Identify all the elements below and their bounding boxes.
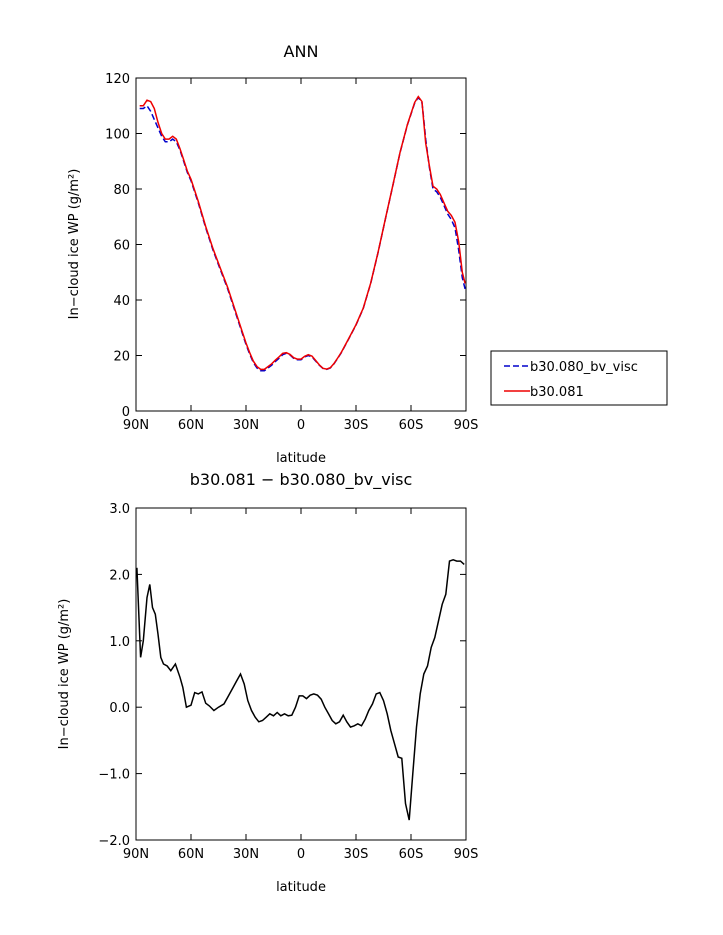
y-tick-label: −1.0 xyxy=(98,768,130,783)
x-tick-label: 60N xyxy=(178,418,204,433)
x-tick-label: 60S xyxy=(399,418,424,433)
y-tick-label: −2.0 xyxy=(98,834,130,849)
series-line-1 xyxy=(139,95,466,371)
x-tick-label: 30S xyxy=(344,418,369,433)
plot-frame xyxy=(135,507,467,841)
x-tick-label: 30N xyxy=(233,418,259,433)
x-tick-label: 30N xyxy=(233,847,259,862)
series-line-0 xyxy=(139,96,466,372)
x-tick-label: 0 xyxy=(297,418,305,433)
y-tick-label: 60 xyxy=(113,239,130,254)
panel-title: ANN xyxy=(284,42,319,61)
y-tick-label: 20 xyxy=(113,350,130,365)
x-tick-label: 90N xyxy=(123,418,149,433)
y-tick-label: 100 xyxy=(105,128,130,143)
x-axis-label: latitude xyxy=(276,880,326,895)
y-tick-label: 3.0 xyxy=(109,502,130,517)
x-tick-label: 90N xyxy=(123,847,149,862)
y-axis-label: In−cloud ice WP (g/m²) xyxy=(57,599,72,750)
legend-label-b30-081: b30.081 xyxy=(530,385,584,400)
y-tick-label: 120 xyxy=(105,72,130,87)
y-tick-label: 1.0 xyxy=(109,635,130,650)
y-tick-label: 0 xyxy=(122,405,130,420)
legend-label-b30-080: b30.080_bv_visc xyxy=(530,360,638,375)
x-tick-label: 90S xyxy=(454,847,479,862)
x-axis-label: latitude xyxy=(276,451,326,466)
y-tick-label: 2.0 xyxy=(109,568,130,583)
x-tick-label: 60S xyxy=(399,847,424,862)
x-tick-label: 60N xyxy=(178,847,204,862)
y-axis-label: In−cloud ice WP (g/m²) xyxy=(67,169,82,320)
panel-title: b30.081 − b30.080_bv_visc xyxy=(190,470,413,490)
series-line-0 xyxy=(136,559,465,821)
plot-frame xyxy=(135,77,467,412)
x-tick-label: 90S xyxy=(454,418,479,433)
y-tick-label: 80 xyxy=(113,183,130,198)
legend: b30.080_bv_visc b30.081 xyxy=(490,350,668,406)
x-tick-label: 30S xyxy=(344,847,369,862)
difference-panel: b30.081 − b30.080_bv_visc −2.0 −1.0 0.0 1.0… xyxy=(57,470,478,895)
y-tick-label: 0.0 xyxy=(109,701,130,716)
x-tick-label: 0 xyxy=(297,847,305,862)
legend-box xyxy=(490,350,668,406)
y-tick-label: 40 xyxy=(113,294,130,309)
